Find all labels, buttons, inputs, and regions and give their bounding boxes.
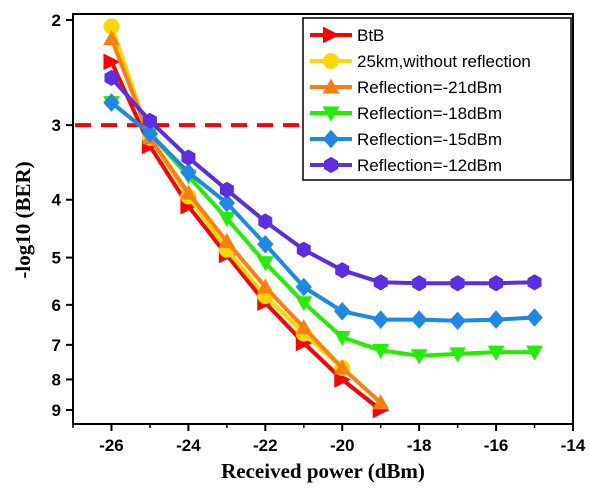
series-2 <box>103 30 390 410</box>
legend-marker <box>323 53 339 69</box>
data-point <box>410 349 428 365</box>
x-axis: -26 -24 -22 -20 -18 -16 -14 <box>72 424 586 455</box>
data-point <box>295 277 312 297</box>
data-point <box>373 274 388 291</box>
series-5 <box>104 69 542 292</box>
data-point <box>296 241 311 258</box>
series-line <box>110 101 535 358</box>
data-point <box>526 308 543 327</box>
data-point <box>181 149 196 166</box>
legend-entry: Reflection=-12dBm <box>310 156 502 175</box>
data-point <box>333 330 351 346</box>
data-point <box>103 53 121 71</box>
y-tick-label: 3 <box>52 116 61 135</box>
x-tick-label: -16 <box>484 436 509 455</box>
y-tick-label: 8 <box>52 370 61 389</box>
data-point <box>449 347 466 363</box>
data-point <box>103 93 120 112</box>
data-point <box>372 310 389 329</box>
data-point <box>489 275 504 292</box>
x-tick-label: -24 <box>176 436 201 455</box>
y-axis-title: -log10 (BER) <box>11 161 35 278</box>
x-tick-label: -20 <box>330 436 355 455</box>
legend-label: 25km,without reflection <box>357 52 531 71</box>
data-point <box>487 310 505 329</box>
data-point <box>335 262 350 279</box>
data-point <box>295 319 313 335</box>
legend-marker <box>324 156 338 174</box>
data-point <box>180 184 197 200</box>
data-point <box>258 213 273 230</box>
data-point <box>410 310 428 329</box>
legend-label: Reflection=-18dBm <box>357 104 502 123</box>
data-point <box>218 233 236 249</box>
y-tick-label: 2 <box>52 11 61 30</box>
series-line <box>109 38 383 405</box>
data-point <box>218 211 236 228</box>
y-axis: 2 3 4 5 6 7 8 9 <box>52 11 73 420</box>
legend-box <box>302 17 572 181</box>
x-tick-label: -14 <box>561 436 586 455</box>
legend-entry: 25km,without reflection <box>310 52 531 71</box>
legend-label: BtB <box>357 26 384 45</box>
data-point <box>450 275 465 292</box>
data-point <box>295 296 313 312</box>
data-point <box>412 275 427 292</box>
legend: BtB 25km,without reflection Reflection=-21… <box>302 17 572 181</box>
y-tick-label: 4 <box>52 191 62 210</box>
data-point <box>256 278 274 294</box>
y-tick-label: 9 <box>52 401 61 420</box>
legend-entry: BtB <box>310 26 384 45</box>
series-4 <box>103 93 543 331</box>
legend-marker <box>322 78 340 94</box>
x-axis-title: Received power (dBm) <box>221 459 425 483</box>
y-tick-label: 6 <box>52 296 61 315</box>
data-point <box>141 124 159 143</box>
legend-entry: Reflection=-15dBm <box>310 129 502 149</box>
data-point <box>334 302 351 321</box>
data-point <box>372 394 390 410</box>
data-point <box>142 112 157 129</box>
x-tick-label: -22 <box>253 436 278 455</box>
legend-label: Reflection=-12dBm <box>357 156 502 175</box>
plot-frame <box>72 13 574 425</box>
data-point <box>487 345 505 361</box>
x-tick-label: -26 <box>99 436 124 455</box>
y-tick-label: 5 <box>52 249 61 268</box>
legend-entry: Reflection=-18dBm <box>310 104 502 123</box>
legend-marker <box>322 106 340 122</box>
data-point <box>103 30 120 46</box>
legend-label: Reflection=-21dBm <box>357 78 502 97</box>
data-point <box>527 274 542 291</box>
legend-marker <box>323 26 340 44</box>
data-point <box>449 311 466 331</box>
data-point <box>104 69 119 86</box>
data-point <box>257 235 274 254</box>
data-point <box>256 256 274 272</box>
legend-entry: Reflection=-21dBm <box>310 78 502 97</box>
data-point <box>180 163 197 182</box>
data-point <box>333 359 351 375</box>
legend-marker <box>322 129 340 149</box>
data-point <box>372 343 390 359</box>
data-point <box>219 181 234 198</box>
data-point <box>526 345 543 361</box>
legend-label: Reflection=-15dBm <box>357 130 502 149</box>
data-point <box>218 193 236 213</box>
y-tick-label: 7 <box>52 336 61 355</box>
plot-layer <box>75 18 543 419</box>
x-tick-label: -18 <box>407 436 432 455</box>
